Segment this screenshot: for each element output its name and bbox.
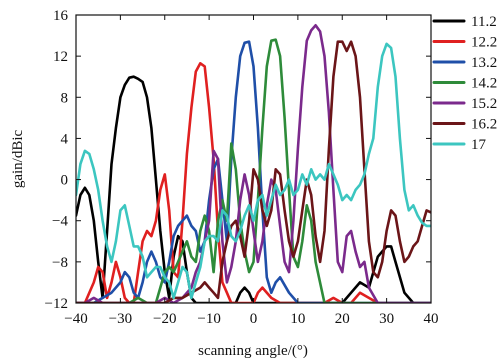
y-tick-label-3: 0	[61, 173, 69, 189]
y-tick-label-6: 12	[53, 49, 68, 65]
legend-label-4: 15.2	[471, 96, 497, 112]
x-tick-label-0: −40	[64, 311, 87, 327]
x-tick-label-7: 30	[379, 311, 394, 327]
y-tick-label-0: −12	[45, 296, 68, 312]
y-tick-label-5: 8	[61, 90, 69, 106]
x-tick-label-5: 10	[290, 311, 305, 327]
legend-label-5: 16.2	[471, 117, 497, 133]
x-tick-label-3: −10	[197, 311, 220, 327]
series-line-6	[76, 42, 431, 300]
legend-label-6: 17	[471, 137, 487, 153]
series-line-0	[76, 75, 431, 303]
y-tick-label-7: 16	[53, 8, 69, 24]
y-axis-title: gain/dBic	[10, 129, 26, 188]
legend: 11.2 12.2 13.2 14.2 15.2 16.2 17	[432, 14, 497, 153]
x-tick-label-1: −30	[109, 311, 132, 327]
x-tick-label-8: 40	[424, 311, 439, 327]
series-layer	[76, 23, 431, 303]
legend-label-0: 11.2	[471, 14, 497, 30]
legend-label-1: 12.2	[471, 35, 497, 51]
series-line-5	[76, 40, 431, 303]
x-tick-label-2: −20	[153, 311, 176, 327]
y-tick-label-4: 4	[61, 131, 69, 147]
y-tick-label-1: −8	[52, 255, 68, 271]
series-line-3	[76, 38, 431, 303]
series-line-4	[76, 23, 431, 303]
x-tick-label-4: 0	[250, 311, 258, 327]
x-tick-label-6: 20	[335, 311, 350, 327]
y-tick-label-2: −4	[52, 214, 68, 230]
legend-label-2: 13.2	[471, 55, 497, 71]
legend-label-3: 14.2	[471, 76, 497, 92]
x-axis-title: scanning angle/(°)	[198, 343, 308, 359]
